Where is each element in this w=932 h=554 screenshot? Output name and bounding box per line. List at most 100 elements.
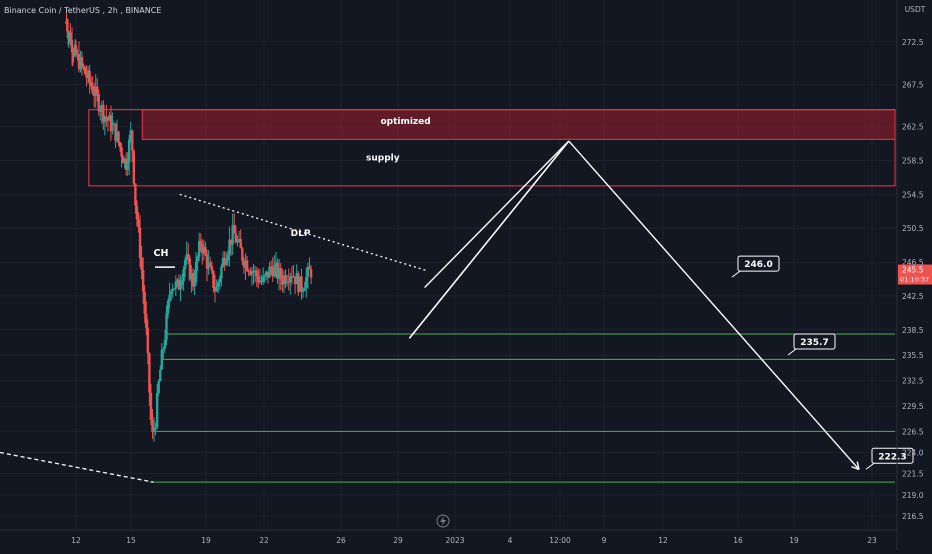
candle-body-158 [303,288,306,291]
price-tick-16: 272.5 [902,38,924,47]
trend-lines [0,193,427,483]
candle-body-103 [215,286,218,292]
candle-body-113 [231,225,234,245]
candle-body-80 [179,285,182,290]
candle-body-53 [137,219,140,227]
candle-body-24 [92,93,96,97]
candle-body-125 [250,271,254,275]
candle-body-19 [85,74,88,78]
price-tick-14: 262.5 [902,123,924,132]
candle-body-52 [135,205,139,220]
projection-path [408,140,860,471]
candle-body-106 [220,266,223,279]
lightning-icon-ring [436,514,450,528]
supply-zone-outer [88,109,896,187]
time-tick-11: 16 [733,536,743,545]
candle-body-118 [239,239,242,249]
replay-button[interactable] [436,514,450,528]
candle-body-16 [80,57,84,66]
candle-body-142 [277,268,281,279]
candle-body-94 [201,244,204,254]
candle-body-82 [182,268,185,281]
candle-body-161 [308,266,311,270]
support-levels [149,333,895,483]
time-tick-0: 12 [71,536,81,545]
candle-body-147 [285,281,289,284]
time-tick-13: 23 [867,536,877,545]
candle-body-93 [199,240,202,245]
price-tick-2: 221.5 [902,470,924,479]
candle-body-89 [193,282,196,287]
candle-body-17 [82,65,85,68]
candle-body-107 [221,257,225,267]
grid-lines [0,0,897,530]
candle-body-137 [269,266,273,268]
price-tick-5: 229.5 [902,402,924,411]
price-axis[interactable]: USDT 216.5 219.0 221.5 224.0 226.5 229.5 232.5 2… [896,0,926,550]
price-tick-0: 216.5 [902,512,924,521]
candle-body-162 [309,269,313,278]
candle-body-30 [102,104,105,122]
candle-body-68 [160,349,164,370]
dlp-trendline [179,193,427,272]
label-supply: supply [366,154,400,164]
candle-body-96 [204,247,207,255]
price-tick-8: 238.5 [902,326,924,335]
lower-dashed-trendline [0,451,154,483]
last-price-tag: 245.501:10:37 [898,264,932,285]
symbol-legend[interactable]: Binance Coin / TetherUS , 2h , BINANCE [4,6,161,15]
candle-body-0 [65,20,68,24]
price-tick-1: 219.0 [902,491,924,500]
candle-body-1 [66,23,69,32]
candle-body-31 [103,116,107,122]
candle-body-157 [301,290,305,292]
candle-body-63 [152,429,156,433]
candle-body-85 [187,254,190,259]
price-tick-12: 254.5 [902,190,924,199]
candle-body-27 [97,94,100,112]
candle-body-153 [295,273,298,285]
candle-body-116 [236,240,239,243]
time-tick-3: 22 [259,536,269,545]
candle-body-138 [271,267,274,277]
candle-body-44 [123,158,126,164]
candle-body-132 [261,276,265,283]
time-axis[interactable]: 12 15 19 22 26 29 2023 4 12:00 9 12 16 19 23 [0,529,897,545]
candle-body-7 [70,40,74,53]
candle-body-46 [126,162,129,170]
candle-body-20 [86,70,90,78]
candle-body-58 [145,313,148,328]
candle-body-151 [292,276,295,278]
candle-body-39 [115,131,119,141]
candle-body-64 [154,427,157,430]
candle-body-43 [121,156,125,164]
candle-body-135 [266,271,270,278]
candle-body-13 [76,53,79,56]
price-tick-4: 226.5 [902,427,924,436]
candle-body-3 [67,34,71,38]
candle-body-28 [99,111,102,113]
candle-body-12 [74,44,78,56]
candle-body-56 [141,270,145,292]
candle-body-55 [140,257,143,271]
candle-body-66 [157,381,160,394]
candle-body-70 [163,339,167,349]
target-235-7-box [793,333,836,350]
candle-body-154 [297,273,300,292]
candle-body-74 [169,291,173,295]
label-ch: CH [154,248,169,259]
candle-body-36 [111,124,114,132]
time-tick-9: 9 [602,536,607,545]
candle-body-159 [305,276,308,289]
candle-body-124 [249,271,252,275]
label-optimized: optimized [380,117,430,127]
candle-body-77 [174,281,178,289]
price-tick-7: 235.5 [902,351,924,360]
candle-body-10 [73,48,76,55]
legend-separator-2: , [120,6,126,15]
candle-body-65 [155,393,159,428]
price-tick-9: 242.5 [902,292,924,301]
